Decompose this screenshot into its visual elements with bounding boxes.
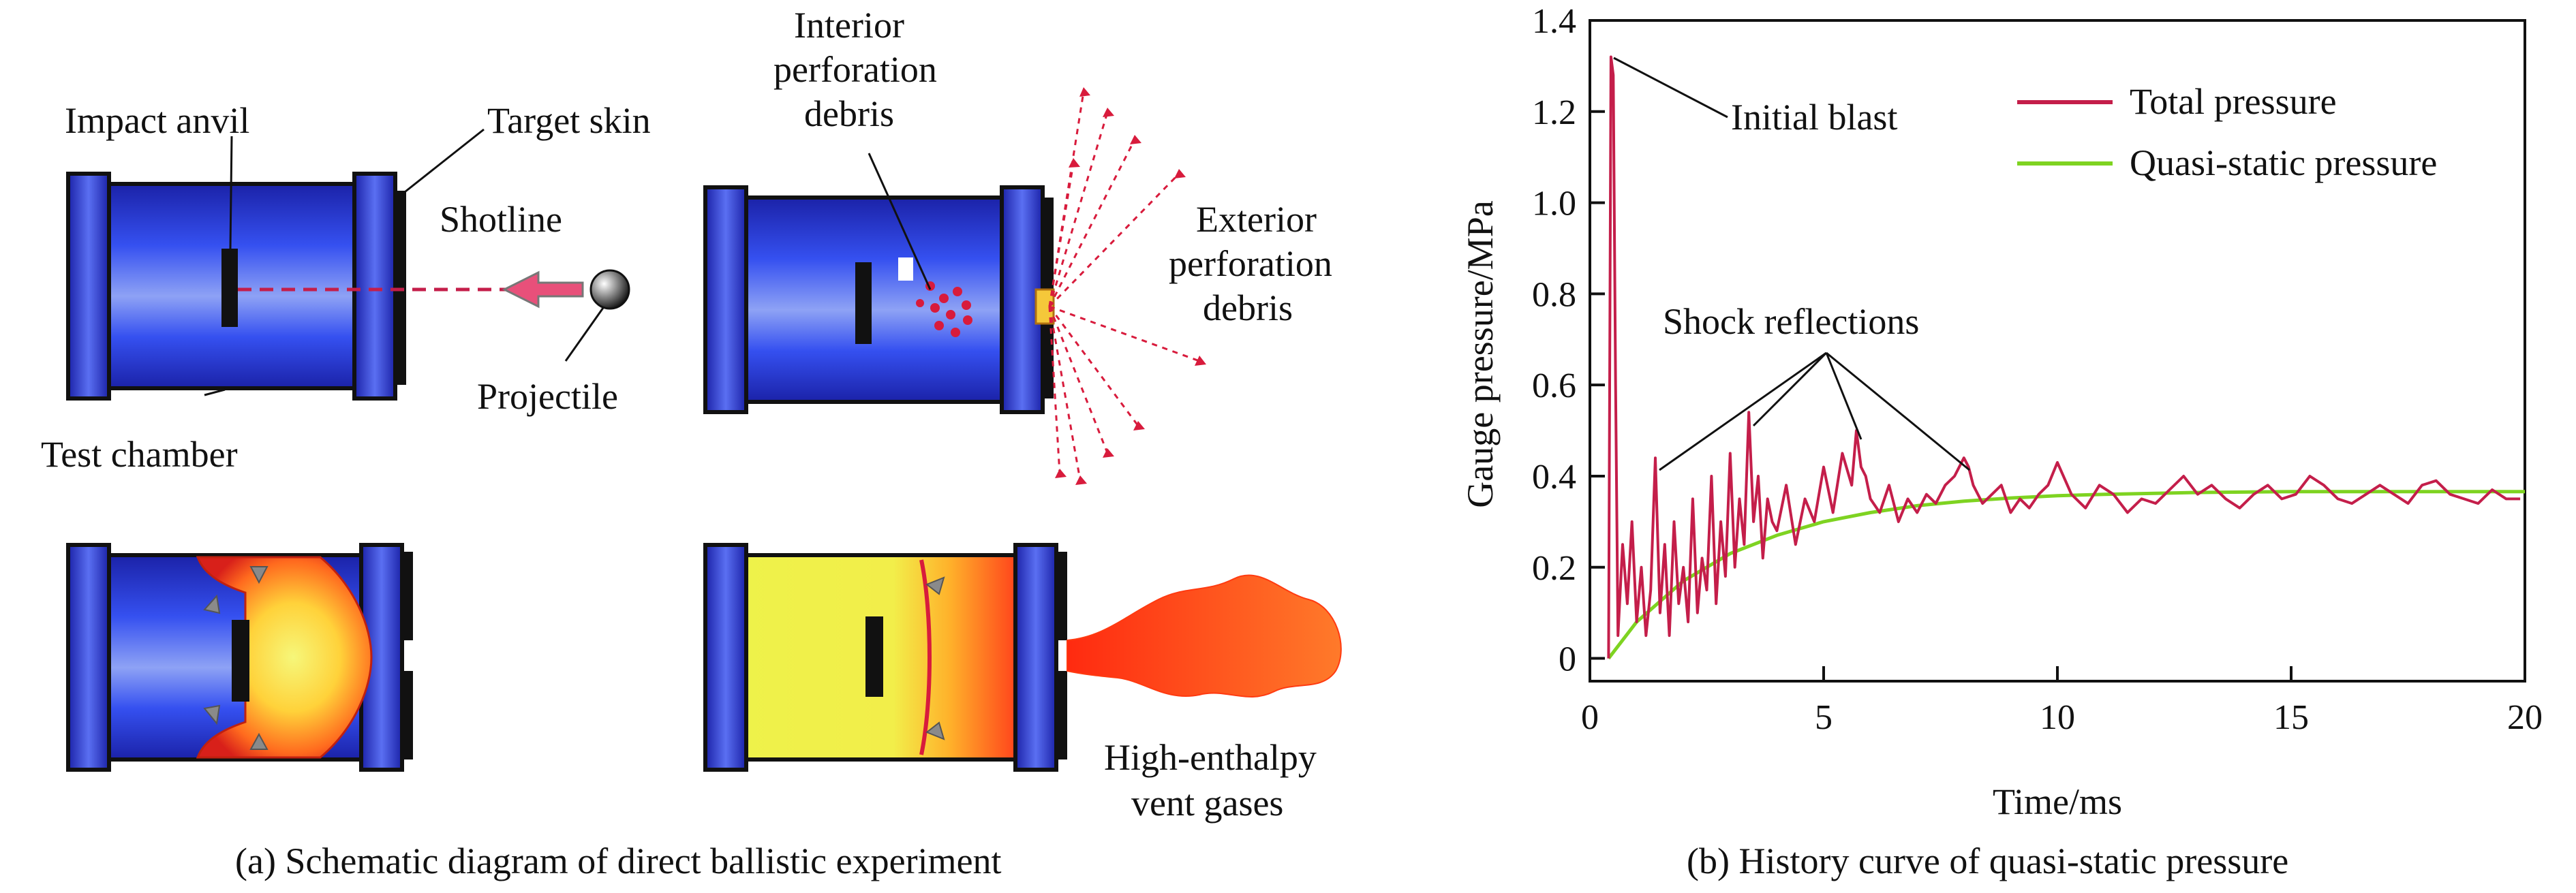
x-tick-label: 15 [2273,698,2309,737]
label-exterior-debris-line2: perforation [1169,243,1332,284]
y-tick-label: 1.2 [1532,93,1576,132]
panel-b-caption: (b) History curve of quasi-static pressu… [1687,841,2288,881]
x-tick-label: 0 [1581,698,1599,737]
target-skin-plate-upper [1056,552,1067,640]
label-projectile: Projectile [477,376,618,417]
chamber-flange-left [66,172,111,401]
test-chamber-1 [66,128,630,401]
annotation-leaders [1613,57,1970,471]
impact-anvil [855,262,872,344]
annotation-shock-reflections: Shock reflections [1663,301,1919,342]
panel-b-chart: 0 5 10 15 20 0 0.2 0.4 0.6 0.8 1.0 1.2 1.4 Gauge pr… [1460,2,2543,881]
chamber-flange-right [1013,543,1058,772]
chamber-flange-right [1000,185,1045,414]
legend-label-quasi-static: Quasi-static pressure [2130,142,2437,183]
x-tick-label: 20 [2507,698,2543,737]
legend-label-total-pressure: Total pressure [2130,81,2337,122]
label-exterior-debris-line3: debris [1203,287,1293,328]
y-tick-label: 1.0 [1532,185,1576,223]
label-exterior-debris-line1: Exterior [1196,199,1317,240]
target-skin-leader [401,128,485,195]
label-target-skin: Target skin [487,100,651,141]
legend: Total pressure Quasi-static pressure [2017,81,2437,183]
test-chamber-4 [703,543,1342,772]
chamber-flange-left [66,543,111,772]
target-skin-plate-upper [402,552,413,640]
projectile-leader [564,307,604,362]
label-vent-gases-line2: vent gases [1131,783,1283,824]
gas-arrows [925,576,945,740]
vent-flame [1067,574,1342,698]
target-skin-plate-lower [1056,671,1067,759]
chamber-flange-right [352,172,397,401]
y-tick-label: 0.8 [1532,275,1576,314]
impact-anvil [221,249,238,327]
projectile-arrow [502,270,584,309]
anvil-flash [898,257,913,281]
label-interior-debris-line2: perforation [773,49,937,90]
pressure-front [919,559,932,755]
label-vent-gases-line1: High-enthalpy [1104,737,1317,778]
interior-debris [916,281,972,337]
chamber-body [100,182,390,390]
y-tick-label: 0.4 [1532,458,1576,497]
chamber-flange-left [703,543,748,772]
y-tick-label: 0.6 [1532,366,1576,405]
label-interior-debris-line1: Interior [794,5,904,46]
y-axis-label: Gauge pressure/MPa [1460,200,1501,507]
x-tick-label: 5 [1815,698,1833,737]
label-impact-anvil: Impact anvil [65,100,249,141]
y-ticks: 0 0.2 0.4 0.6 0.8 1.0 1.2 1.4 [1532,2,1605,679]
exterior-debris-rays [1048,91,1200,481]
target-skin-plate-lower [402,671,413,759]
target-skin-plate-upper [1043,198,1054,293]
chamber-flange-left [703,185,748,414]
panel-a: Impact anvil Target skin Shotline Projec… [41,5,1342,881]
label-shotline: Shotline [440,199,562,240]
y-tick-label: 0.2 [1532,549,1576,588]
x-tick-label: 10 [2040,698,2075,737]
exterior-debris [1055,87,1206,485]
chamber-body [734,195,1024,404]
interior-debris-leader [868,153,932,290]
test-chamber-2 [703,87,1206,485]
x-axis-label: Time/ms [1993,781,2122,822]
label-interior-debris-line3: debris [804,93,894,134]
impact-anvil [232,620,249,702]
label-test-chamber: Test chamber [41,434,238,475]
test-chamber-3 [66,543,413,772]
panel-a-caption: (a) Schematic diagram of direct ballisti… [235,841,1002,881]
test-chamber-leader [204,388,226,396]
projectile [589,269,630,310]
series-total-pressure [1607,55,2521,659]
plot-frame [1589,19,2526,683]
impact-anvil [865,616,883,697]
x-ticks: 0 5 10 15 20 [1581,666,2543,737]
blast-arrows [203,566,269,750]
y-tick-label: 1.4 [1532,2,1576,41]
impact-anvil-leader [229,136,233,249]
series-layer [1607,55,2525,660]
annotation-initial-blast: Initial blast [1731,97,1897,138]
blast-wave [196,556,373,759]
y-tick-label: 0 [1559,640,1576,679]
